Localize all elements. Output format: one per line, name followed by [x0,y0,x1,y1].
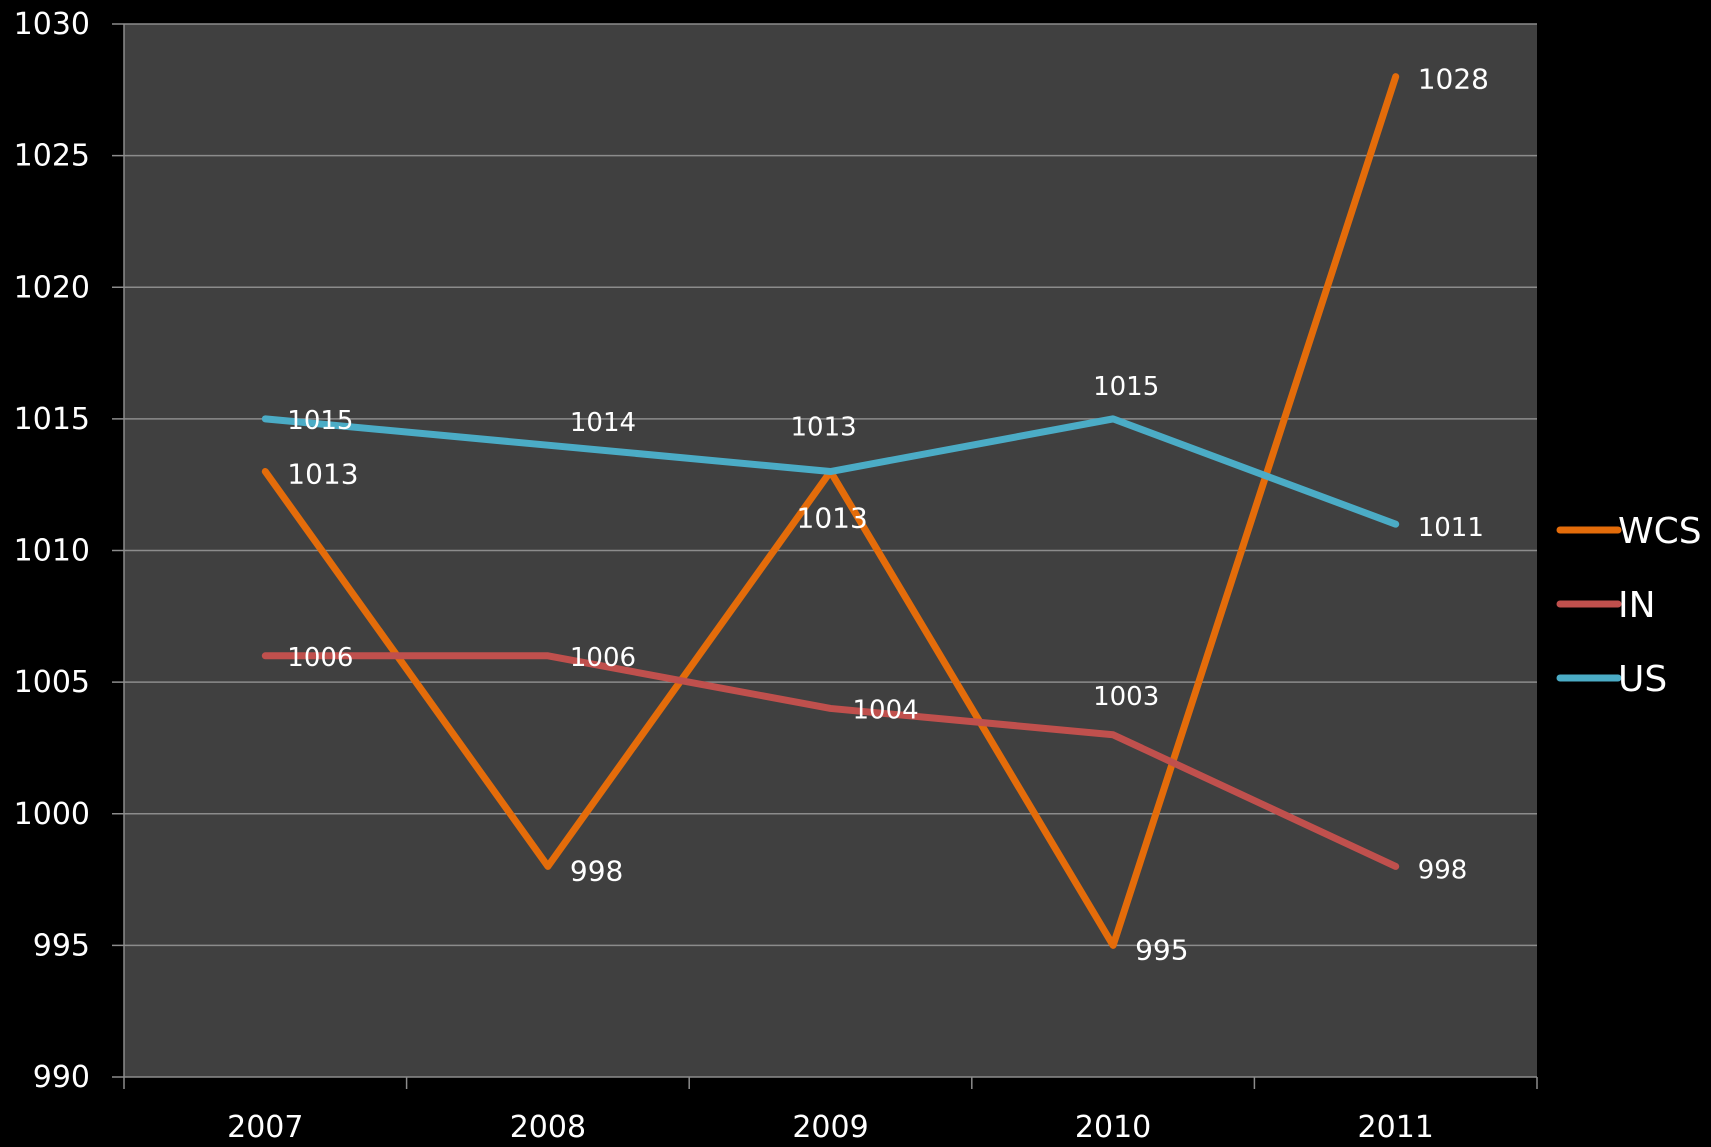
legend-label-in: IN [1618,585,1656,626]
y-tick-label: 1020 [14,270,90,305]
series-line-us [261,415,1400,528]
y-tick-label: 1030 [14,7,90,42]
x-tick-label: 2009 [792,1110,868,1143]
x-tick-label: 2010 [1075,1110,1151,1143]
data-label-wcs: 995 [1135,933,1188,966]
series-line-in [261,652,1400,870]
data-label-wcs: 1013 [797,502,868,535]
y-tick-label: 1000 [14,797,90,832]
x-tick-label: 2011 [1358,1110,1434,1143]
y-tick-label: 995 [33,928,90,963]
y-tick-label: 990 [33,1060,90,1095]
data-label-wcs: 998 [570,854,623,887]
series-lines [261,73,1400,949]
data-label-us: 1015 [287,406,353,436]
legend-label-us: US [1618,659,1667,700]
data-label-in: 1003 [1093,682,1159,712]
data-label-us: 1015 [1093,372,1159,402]
data-label-in: 1006 [570,643,636,673]
y-tick-label: 1025 [14,139,90,174]
x-tick-label: 2007 [227,1110,303,1143]
y-tick-label: 1015 [14,402,90,437]
data-label-us: 1014 [570,408,636,438]
grid-lines [124,23,1537,947]
data-label-in: 1004 [853,695,919,725]
data-label-in: 1006 [287,643,353,673]
data-label-us: 1013 [791,413,857,443]
legend-label-wcs: WCS [1618,511,1702,552]
data-labels: 1013 998 1013 995 1028 1006 1006 1004 1003 998 101… [287,63,1489,967]
data-label-in: 998 [1418,855,1468,885]
axes: 990 995 1000 1005 1010 1015 1020 1025 1030 2007 20… [14,7,1538,1145]
data-label-us: 1011 [1418,513,1484,543]
data-label-wcs: 1028 [1418,63,1489,96]
legend: WCS IN US [1556,511,1702,700]
y-tick-label: 1005 [14,665,90,700]
y-tick-label: 1010 [14,534,90,569]
data-label-wcs: 1013 [287,458,358,491]
x-tick-label: 2008 [510,1110,586,1143]
